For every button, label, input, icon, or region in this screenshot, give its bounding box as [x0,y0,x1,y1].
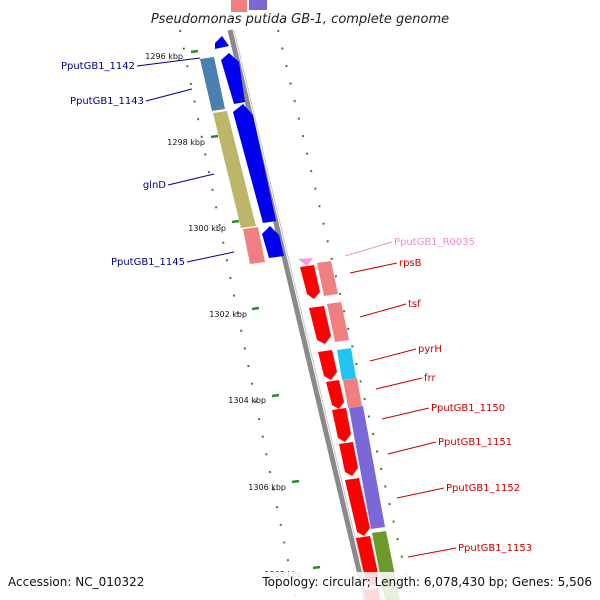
reverse-cds-arrow [345,478,370,536]
gene-leader-line [369,348,417,362]
trna-arrow [298,258,313,266]
gene-label: tsf [408,299,421,310]
cog-bar-partial [231,0,247,12]
reverse-cds-arrow [318,350,337,380]
scale-tick-label: 1300 kbp [188,224,226,233]
cog-bar-cyan [337,348,356,380]
reverse-cds-arrow [309,306,331,344]
reverse-cds-arrow [300,265,320,299]
accession-text: Accession: NC_010322 [8,575,144,589]
gene-label: PputGB1_1143 [70,96,144,107]
dotted-guide-line [277,29,413,600]
forward-cds-arrow [262,226,284,258]
gene-leader-line [344,241,393,257]
gene-label: glnD [143,180,166,191]
gene-label: PputGB1_1145 [111,257,185,268]
gene-leader-line [375,377,423,390]
scale-tick-mark [291,479,300,484]
right-gene-labels: PputGB1_R0035 rpsB tsf pyrH frr PputGB1_1150 P… [344,237,532,558]
scale-tick-label: 1304 kbp [228,396,266,405]
cog-bar-pink [317,261,338,296]
gene-label: frr [424,373,436,384]
map-title: Pseudomonas putida GB-1, complete genome [151,12,449,27]
forward-cds-arrow [215,36,229,49]
scale-tick-mark [231,219,240,224]
cog-bar-purple [349,406,385,529]
gene-leader-line [359,303,407,318]
scale-tick-mark [210,134,219,139]
scale-tick-label: 1298 kbp [167,138,205,147]
gene-leader-line [167,173,215,186]
gene-leader-line [407,547,457,558]
scale-ticks: 1296 kbp 1298 kbp 1300 kbp 1302 kbp 1304 kbp… [145,49,321,579]
gene-leader-line [387,441,437,455]
cog-bar-partial [249,0,267,10]
genome-backbone-highlight [233,29,371,600]
gene-label: PputGB1_1150 [431,403,505,414]
forward-cds-arrow [233,104,276,223]
gene-label: pyrH [418,344,442,355]
cog-bar-pink [343,378,362,408]
gene-label: PputGB1_1151 [438,437,512,448]
scale-tick-label: 1302 kbp [209,310,247,319]
scale-tick-label: 1296 kbp [145,52,183,61]
gene-label: PputGB1_R0035 [394,237,475,248]
gene-leader-line [349,262,398,274]
cog-bar-steel [200,57,225,111]
gene-leader-line [136,57,201,67]
scale-tick-label: 1306 kbp [248,483,286,492]
gene-label: PputGB1_1142 [61,61,135,72]
gene-label: PputGB1_1152 [446,483,520,494]
dotted-guides [179,29,413,600]
scale-tick-mark [251,306,260,311]
cog-bar-olive [213,111,256,228]
left-gene-labels: PputGB1_1142 PputGB1_1143 glnD PputGB1_1145 [61,57,235,268]
footer-backdrop [0,572,600,600]
gene-leader-line [186,251,235,263]
gene-leader-line [381,407,430,420]
scale-tick-mark [190,49,199,54]
gene-leader-line [145,88,193,102]
gene-label: rpsB [399,258,422,269]
reverse-cds-arrow [339,442,358,476]
reverse-cds-arrow [326,380,344,409]
cog-bar-pink [243,227,265,264]
gene-label: PputGB1_1153 [458,543,532,554]
scale-tick-mark [312,565,321,570]
reverse-cds-arrow [332,408,351,442]
gene-leader-line [396,487,445,499]
scale-tick-mark [271,393,280,398]
topology-text: Topology: circular; Length: 6,078,430 bp… [261,575,592,589]
forward-cds-arrow [221,53,245,104]
cog-bar-pink [327,302,349,342]
